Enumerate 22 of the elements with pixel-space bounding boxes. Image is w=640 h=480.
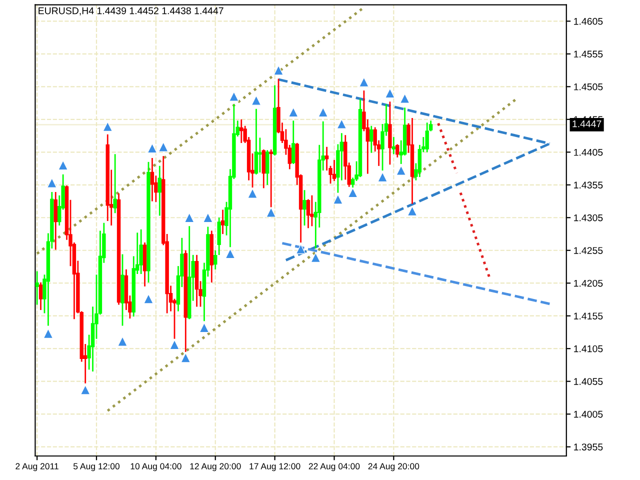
y-tick-label: 1.4605 bbox=[574, 18, 603, 25]
x-tick-label: 12 Aug 20:00 bbox=[190, 463, 241, 472]
y-tick-label: 1.4205 bbox=[574, 280, 603, 287]
ref-line-label: 1.4447 bbox=[572, 120, 602, 128]
x-tick-label: 2 Aug 2011 bbox=[16, 463, 58, 472]
y-tick-label: 1.4555 bbox=[574, 50, 603, 58]
y-tick-label: 1.4005 bbox=[574, 410, 603, 418]
x-tick-label: 5 Aug 12:00 bbox=[73, 463, 120, 472]
y-tick-label: 1.3955 bbox=[574, 444, 603, 450]
y-tick-label: 1.4155 bbox=[574, 312, 603, 320]
y-tick-label: 1.4105 bbox=[574, 345, 603, 352]
y-tick-label: 1.4405 bbox=[574, 148, 603, 156]
y-tick-label: 1.4355 bbox=[574, 182, 603, 189]
x-tick-label: 10 Aug 04:00 bbox=[130, 463, 182, 472]
y-tick-label: 1.4255 bbox=[574, 247, 603, 254]
chart-title: EURUSD,H4 1.4439 1.4452 1.4438 1.4447 bbox=[38, 7, 224, 16]
y-tick-label: 1.4055 bbox=[574, 378, 603, 385]
y-tick-label: 1.4505 bbox=[574, 83, 603, 90]
x-tick-label: 22 Aug 04:00 bbox=[308, 463, 360, 472]
y-tick-label: 1.4305 bbox=[574, 214, 603, 222]
x-tick-label: 17 Aug 12:00 bbox=[250, 463, 300, 472]
x-tick-label: 24 Aug 20:00 bbox=[368, 463, 420, 472]
